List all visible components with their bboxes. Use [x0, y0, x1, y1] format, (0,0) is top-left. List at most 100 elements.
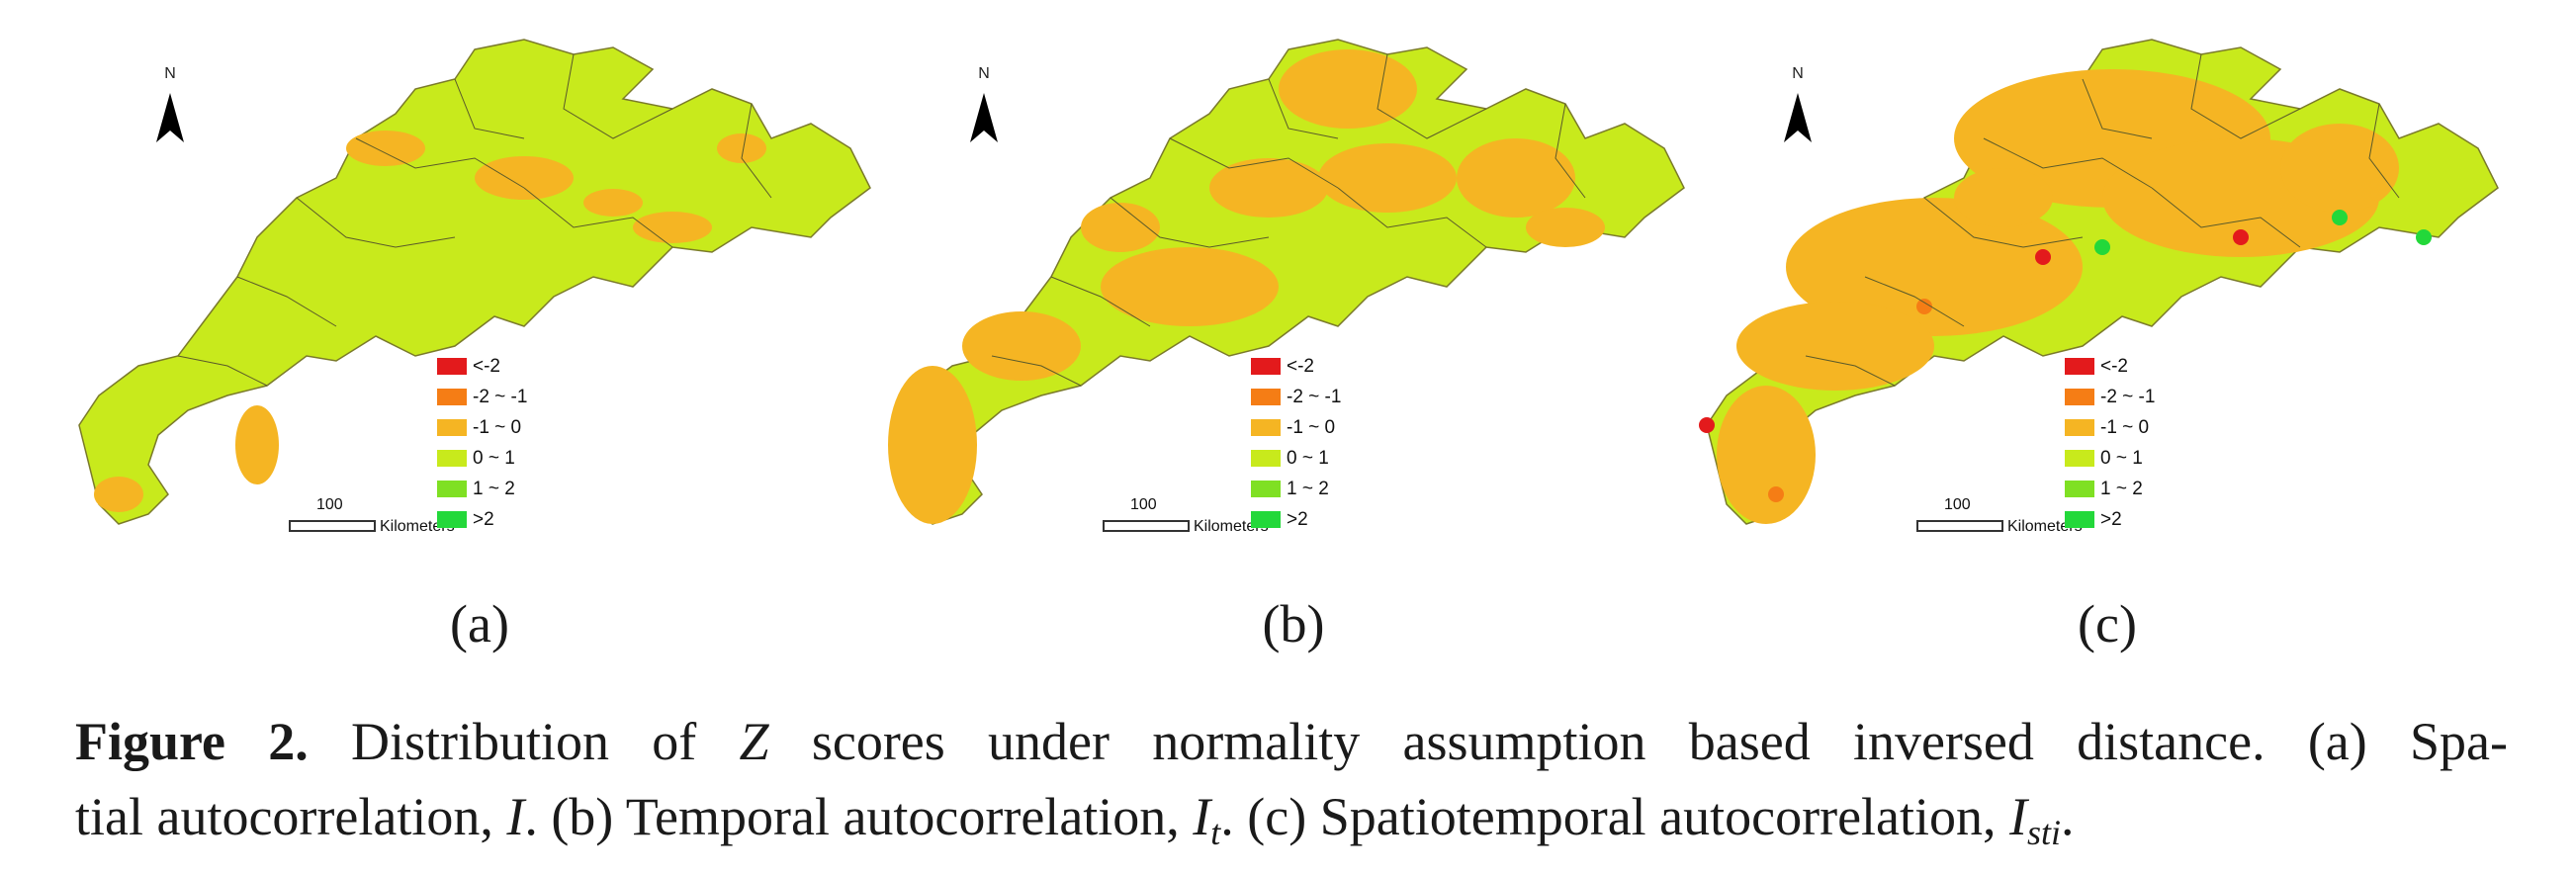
legend-item: -2 ~ -1 — [1251, 387, 1389, 408]
caption-variable: I — [506, 787, 525, 846]
patch — [583, 189, 643, 217]
legend-label: 0 ~ 1 — [473, 448, 515, 469]
patch — [346, 131, 425, 166]
legend-item: 0 ~ 1 — [437, 448, 576, 470]
scale-unit: Kilometers — [1194, 518, 1269, 535]
legend-swatch — [1251, 419, 1281, 436]
legend-item: >2 — [2065, 509, 2203, 531]
patch — [1318, 143, 1457, 213]
county-border — [1050, 276, 1151, 327]
legend-label: 1 ~ 2 — [473, 479, 515, 499]
north-arrow-b: N — [964, 65, 1004, 154]
patch — [1717, 386, 1816, 524]
county-border — [177, 355, 268, 387]
caption-line-2: tial autocorrelation, I. (b) Temporal au… — [75, 779, 2508, 854]
patch — [1954, 168, 2053, 227]
hotspot — [2416, 229, 2432, 245]
scale-unit: Kilometers — [2007, 518, 2083, 535]
panel-label-a: (a) — [450, 594, 509, 654]
north-label: N — [1792, 65, 1804, 82]
caption-text: Distribution of — [308, 712, 740, 771]
caption-text: scores under normality assumption based … — [768, 712, 2509, 771]
patch — [717, 133, 766, 163]
county-border — [1268, 78, 1339, 139]
county-border — [1337, 187, 1487, 248]
caption-text: . (b) Temporal autocorrelation, — [524, 787, 1194, 846]
map-panel-b: N 100 Kilometers <-2 -2 ~ -1 -1 ~ 0 — [873, 30, 1694, 583]
county-border — [355, 137, 525, 189]
legend-swatch — [2065, 358, 2094, 375]
caption-text: . — [2061, 787, 2075, 846]
patch — [1786, 198, 2083, 336]
hotspot — [2233, 229, 2249, 245]
map-canvas-c — [1699, 39, 2499, 525]
north-arrow-c: N — [1778, 65, 1818, 154]
legend-item: 1 ~ 2 — [2065, 479, 2203, 500]
patch — [1081, 203, 1160, 252]
legend-swatch — [437, 358, 467, 375]
county-border — [1110, 197, 1270, 248]
legend-label: -1 ~ 0 — [2100, 417, 2150, 438]
legend-label: -1 ~ 0 — [473, 417, 522, 438]
scale-unit: Kilometers — [380, 518, 455, 535]
county-border — [523, 187, 673, 248]
north-arrow-icon — [1784, 93, 1812, 142]
legend-swatch — [437, 481, 467, 497]
map-panel-c: N 100 Kilometers <-2 -2 ~ -1 -1 ~ 0 — [1687, 30, 2508, 583]
north-arrow-icon — [156, 93, 184, 142]
county-border — [454, 78, 525, 139]
hotspot — [1699, 417, 1715, 433]
scale-bar-graphic — [289, 520, 376, 532]
legend-swatch — [437, 511, 467, 528]
scale-value: 100 — [316, 496, 343, 513]
hotspot — [2035, 249, 2051, 265]
county-border — [1983, 137, 2153, 189]
region-outline-a — [78, 39, 871, 525]
caption-subscript: t — [1210, 813, 1221, 852]
legend-swatch — [2065, 419, 2094, 436]
north-label: N — [978, 65, 990, 82]
county-border — [741, 103, 772, 199]
county-border — [1377, 53, 1487, 139]
caption-variable: I — [1193, 787, 1211, 846]
legend-item: >2 — [437, 509, 576, 531]
figure-caption: Figure 2. Distribution of Z scores under… — [75, 704, 2508, 854]
figure-label: Figure 2. — [75, 712, 309, 771]
caption-text: . (c) Spatiotemporal autocorrelation, — [1220, 787, 2010, 846]
patch — [1209, 158, 1328, 218]
legend-item: -1 ~ 0 — [437, 417, 576, 439]
county-border — [296, 197, 456, 248]
scale-value: 100 — [1944, 496, 1971, 513]
caption-text: tial autocorrelation, — [75, 787, 507, 846]
legend-label: -1 ~ 0 — [1287, 417, 1336, 438]
legend-label: >2 — [2100, 509, 2122, 530]
patch — [1457, 138, 1575, 218]
legend-label: -2 ~ -1 — [2100, 387, 2156, 407]
county-border — [1554, 103, 1586, 199]
caption-variable: Z — [739, 712, 769, 771]
hotspot — [2094, 239, 2110, 255]
county-border — [236, 276, 337, 327]
legend-swatch — [2065, 481, 2094, 497]
legend-swatch — [437, 389, 467, 405]
county-border — [1864, 276, 1965, 327]
legend-item: -2 ~ -1 — [2065, 387, 2203, 408]
legend-swatch — [437, 450, 467, 467]
legend-label: -2 ~ -1 — [473, 387, 528, 407]
legend-swatch — [437, 419, 467, 436]
scale-bar-graphic — [1916, 520, 2003, 532]
legend-item: 1 ~ 2 — [1251, 479, 1389, 500]
map-panel-a: N 100 Kilometers <-2 -2 ~ -1 -1 ~ 0 — [59, 30, 880, 583]
caption-subscript: sti — [2027, 813, 2062, 852]
legend-label: 1 ~ 2 — [1287, 479, 1329, 499]
patch — [1101, 247, 1279, 326]
caption-line-1: Figure 2. Distribution of Z scores under… — [75, 704, 2508, 779]
county-border — [2190, 53, 2301, 139]
county-border — [991, 355, 1082, 387]
north-label: N — [164, 65, 176, 82]
patch — [633, 212, 712, 243]
legend-label: >2 — [1287, 509, 1308, 530]
legend-item: <-2 — [437, 356, 576, 378]
legend-label: 0 ~ 1 — [1287, 448, 1329, 469]
legend-item: -1 ~ 0 — [2065, 417, 2203, 439]
